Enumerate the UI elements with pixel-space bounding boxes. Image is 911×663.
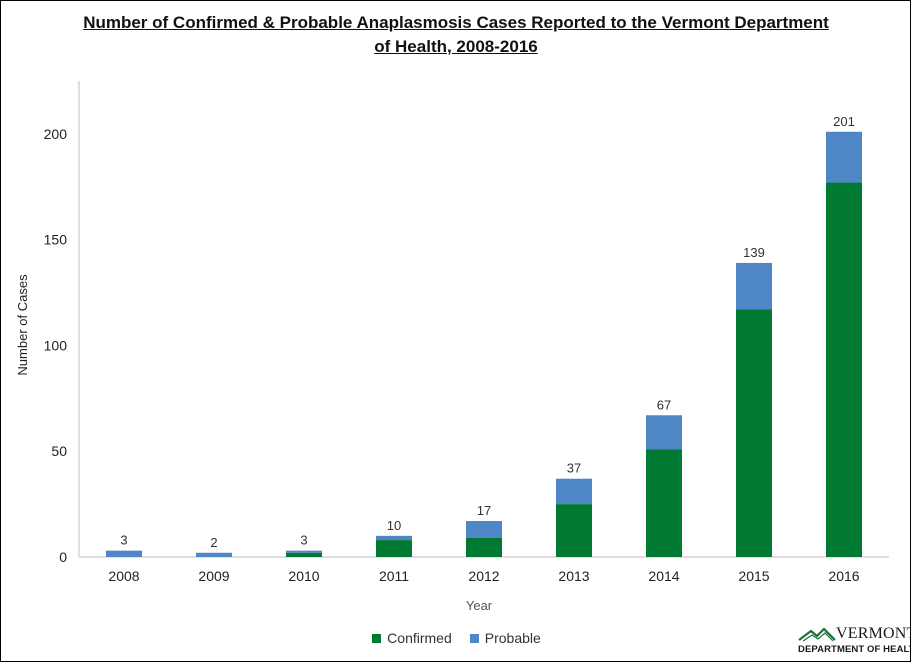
legend-label-confirmed: Confirmed bbox=[387, 630, 452, 646]
data-label-total-2012: 17 bbox=[477, 503, 491, 518]
x-tick-label-2011: 2011 bbox=[379, 568, 409, 584]
data-label-total-2010: 3 bbox=[300, 533, 307, 548]
bar-confirmed-2011 bbox=[376, 540, 412, 557]
bar-confirmed-2012 bbox=[466, 537, 502, 557]
legend: Confirmed Probable bbox=[1, 630, 911, 646]
bar-probable-2011 bbox=[376, 535, 412, 541]
chart-title-line-2: of Health, 2008-2016 bbox=[374, 37, 538, 56]
y-tick-label: 0 bbox=[59, 549, 67, 565]
data-label-total-2011: 10 bbox=[387, 518, 401, 533]
logo-subtitle: DEPARTMENT OF HEALTH bbox=[798, 644, 911, 655]
bars-layer bbox=[106, 131, 862, 557]
y-tick-label: 100 bbox=[44, 337, 68, 353]
x-tick-label-2015: 2015 bbox=[738, 568, 769, 584]
chart-title-line-1: Number of Confirmed & Probable Anaplasmo… bbox=[83, 13, 829, 32]
x-tick-label-2012: 2012 bbox=[468, 568, 499, 584]
x-tick-label-2016: 2016 bbox=[828, 568, 859, 584]
x-tick-label-2013: 2013 bbox=[558, 568, 589, 584]
data-label-total-2008: 3 bbox=[120, 533, 127, 548]
x-tick-label-2010: 2010 bbox=[288, 568, 319, 584]
bar-confirmed-2016 bbox=[826, 182, 862, 557]
x-tick-label-2014: 2014 bbox=[648, 568, 679, 584]
legend-label-probable: Probable bbox=[484, 630, 541, 646]
y-tick-label: 50 bbox=[51, 443, 67, 459]
bar-probable-2008 bbox=[106, 550, 142, 557]
legend-swatch-confirmed bbox=[372, 633, 382, 643]
bar-confirmed-2010 bbox=[286, 552, 322, 557]
bar-probable-2013 bbox=[556, 478, 592, 505]
data-label-total-2013: 37 bbox=[567, 461, 581, 476]
labels-layer: 3 2008 2 2009 3 2010 10 2011 17 2012 37 2013 67 2014 1… bbox=[108, 114, 859, 584]
legend-item-probable: Probable bbox=[469, 630, 541, 646]
bar-confirmed-2015 bbox=[736, 309, 772, 557]
y-tick-label: 200 bbox=[44, 126, 68, 142]
bar-probable-2012 bbox=[466, 521, 502, 538]
x-axis-title: Year bbox=[466, 598, 493, 613]
bar-probable-2010 bbox=[286, 550, 322, 553]
legend-item-confirmed: Confirmed bbox=[372, 630, 452, 646]
y-axis-title: Number of Cases bbox=[15, 274, 30, 376]
data-label-total-2016: 201 bbox=[833, 114, 855, 129]
data-label-total-2014: 67 bbox=[657, 397, 671, 412]
vermont-health-logo: VERMONT DEPARTMENT OF HEALTH bbox=[798, 625, 911, 659]
bar-confirmed-2013 bbox=[556, 504, 592, 557]
data-label-total-2009: 2 bbox=[210, 535, 217, 550]
logo-name: VERMONT bbox=[836, 625, 911, 642]
chart-title: Number of Confirmed & Probable Anaplasmo… bbox=[61, 11, 851, 59]
bar-probable-2009 bbox=[196, 552, 232, 557]
bar-probable-2014 bbox=[646, 415, 682, 450]
bar-confirmed-2014 bbox=[646, 449, 682, 557]
bar-probable-2015 bbox=[736, 262, 772, 310]
bar-probable-2016 bbox=[826, 131, 862, 183]
data-label-total-2015: 139 bbox=[743, 245, 765, 260]
x-tick-label-2008: 2008 bbox=[108, 568, 139, 584]
x-tick-label-2009: 2009 bbox=[198, 568, 229, 584]
y-tick-label: 150 bbox=[44, 232, 68, 248]
legend-swatch-probable bbox=[469, 633, 479, 643]
mountain-icon bbox=[798, 627, 836, 642]
